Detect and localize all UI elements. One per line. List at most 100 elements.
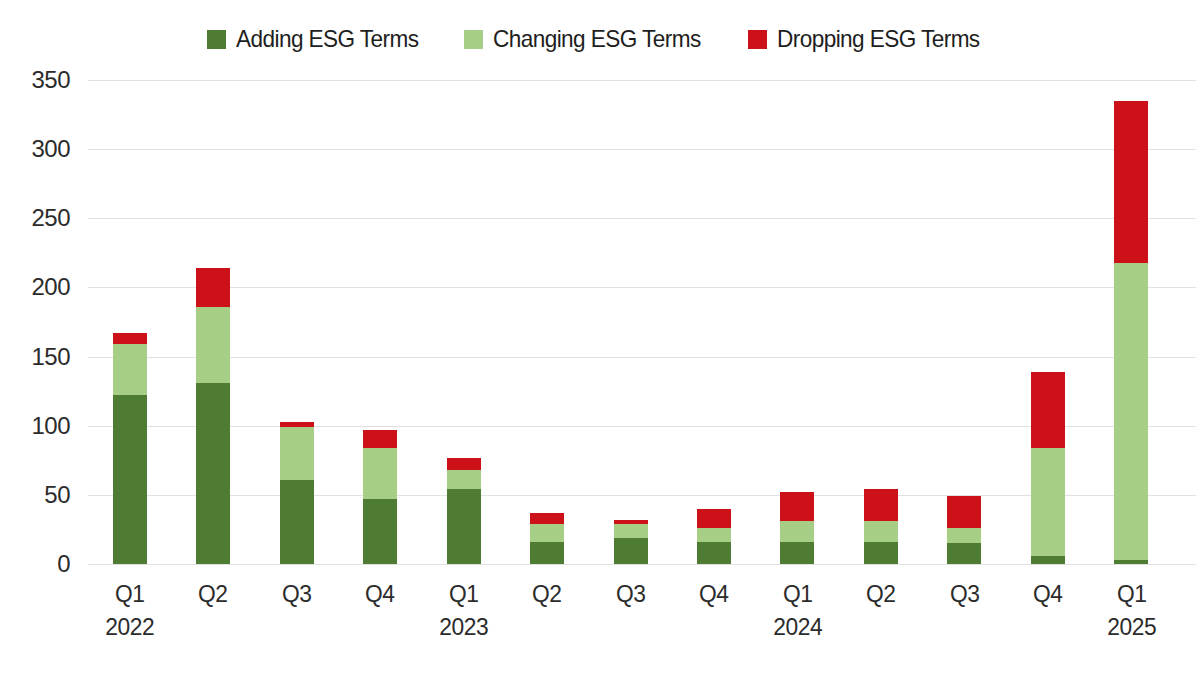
x-tick-quarter-label: Q2 <box>841 580 920 608</box>
bar-segment-adding <box>1114 560 1148 564</box>
bar-segment-changing <box>614 524 648 538</box>
x-tick-q4-2023: Q4 <box>672 580 755 642</box>
bar-segment-adding <box>363 499 397 564</box>
x-tick-quarter-label: Q1 <box>424 580 503 608</box>
bar-segment-changing <box>280 427 314 480</box>
y-tick-label-100: 100 <box>10 414 70 438</box>
bar-stack <box>447 458 481 564</box>
x-tick-q1-2024: Q12024 <box>756 580 839 642</box>
bar-segment-adding <box>614 538 648 564</box>
bar-segment-changing <box>113 344 147 395</box>
chart-legend: Adding ESG Terms Changing ESG Terms Drop… <box>0 24 1200 54</box>
bar-q2-2024 <box>839 80 922 564</box>
bar-q2-2022 <box>171 80 254 564</box>
x-tick-year-label: 2022 <box>90 612 169 642</box>
bar-segment-adding <box>280 480 314 564</box>
bar-segment-changing <box>447 470 481 489</box>
bar-q3-2024 <box>923 80 1006 564</box>
y-tick-label-50: 50 <box>10 483 70 507</box>
bar-stack <box>780 492 814 564</box>
bar-segment-changing <box>1114 263 1148 560</box>
legend-label-dropping: Dropping ESG Terms <box>777 25 980 53</box>
x-tick-q2-2022: Q2 <box>171 580 254 642</box>
bar-segment-dropping <box>447 458 481 470</box>
x-tick-quarter-label: Q1 <box>1092 580 1171 608</box>
gridline-0 <box>88 564 1196 565</box>
plot-area <box>88 80 1196 564</box>
legend-label-changing: Changing ESG Terms <box>493 25 701 53</box>
bar-stack <box>1031 372 1065 564</box>
y-tick-label-150: 150 <box>10 345 70 369</box>
x-tick-q3-2023: Q3 <box>589 580 672 642</box>
bar-segment-changing <box>530 524 564 542</box>
x-tick-quarter-label: Q1 <box>90 580 169 608</box>
x-tick-q1-2022: Q1 2022 <box>88 580 171 642</box>
x-tick-q2-2023: Q2 <box>505 580 588 642</box>
y-tick-label-200: 200 <box>10 275 70 299</box>
bars-group <box>88 80 1173 564</box>
bar-segment-changing <box>780 521 814 542</box>
x-tick-year-label: 2024 <box>758 612 837 642</box>
y-tick-label-300: 300 <box>10 137 70 161</box>
x-tick-year-label: 2025 <box>1092 612 1171 642</box>
bar-q3-2023 <box>589 80 672 564</box>
x-tick-quarter-label: Q4 <box>1008 580 1087 608</box>
bar-segment-adding <box>864 542 898 564</box>
x-tick-q3-2022: Q3 <box>255 580 338 642</box>
bar-q3-2022 <box>255 80 338 564</box>
legend-item-changing: Changing ESG Terms <box>464 25 714 53</box>
bar-segment-adding <box>113 395 147 564</box>
x-tick-quarter-label: Q4 <box>340 580 419 608</box>
bar-stack <box>697 509 731 564</box>
bar-segment-changing <box>697 528 731 542</box>
y-tick-label-250: 250 <box>10 206 70 230</box>
x-axis: Q12022Q2Q3Q4Q12023Q2Q3Q4Q12024Q2Q3Q4Q120… <box>88 580 1173 642</box>
bar-q4-2022 <box>338 80 421 564</box>
bar-segment-dropping <box>530 513 564 524</box>
legend-item-dropping: Dropping ESG Terms <box>748 25 993 53</box>
x-tick-q1-2025: Q1 2025 <box>1090 580 1173 642</box>
bar-segment-changing <box>196 307 230 383</box>
bar-stack <box>947 496 981 564</box>
x-tick-q4-2022: Q4 <box>338 580 421 642</box>
bar-q1-2025 <box>1090 80 1173 564</box>
bar-q1-2023 <box>422 80 505 564</box>
bar-segment-dropping <box>113 333 147 344</box>
bar-segment-adding <box>947 543 981 564</box>
y-axis: 050100150200250300350 <box>10 80 70 564</box>
bar-segment-dropping <box>864 489 898 521</box>
y-tick-label-350: 350 <box>10 68 70 92</box>
bar-segment-changing <box>947 528 981 543</box>
bar-stack <box>614 520 648 564</box>
bar-segment-dropping <box>1031 372 1065 448</box>
bar-segment-adding <box>697 542 731 564</box>
bar-segment-dropping <box>697 509 731 528</box>
bar-segment-dropping <box>1114 101 1148 263</box>
bar-segment-adding <box>530 542 564 564</box>
x-tick-quarter-label: Q4 <box>674 580 753 608</box>
bar-segment-dropping <box>196 268 230 307</box>
x-tick-quarter-label: Q3 <box>925 580 1004 608</box>
bar-q1-2024 <box>756 80 839 564</box>
bar-stack <box>196 268 230 564</box>
x-tick-q3-2024: Q3 <box>923 580 1006 642</box>
bar-stack <box>1114 101 1148 564</box>
bar-q2-2023 <box>505 80 588 564</box>
bar-segment-dropping <box>780 492 814 521</box>
bar-q4-2023 <box>672 80 755 564</box>
x-tick-quarter-label: Q3 <box>591 580 670 608</box>
x-tick-q1-2023: Q1 2023 <box>422 580 505 642</box>
legend-swatch-adding-icon <box>207 30 226 49</box>
x-tick-year-label: 2023 <box>424 612 503 642</box>
bar-q4-2024 <box>1006 80 1089 564</box>
legend-item-adding: Adding ESG Terms <box>207 25 430 53</box>
bar-segment-adding <box>780 542 814 564</box>
bar-segment-dropping <box>363 430 397 448</box>
bar-q1-2022 <box>88 80 171 564</box>
legend-swatch-changing-icon <box>464 30 483 49</box>
x-tick-quarter-label: Q3 <box>257 580 336 608</box>
bar-segment-changing <box>1031 448 1065 556</box>
bar-segment-changing <box>864 521 898 542</box>
bar-segment-adding <box>447 489 481 564</box>
bar-segment-dropping <box>947 496 981 528</box>
